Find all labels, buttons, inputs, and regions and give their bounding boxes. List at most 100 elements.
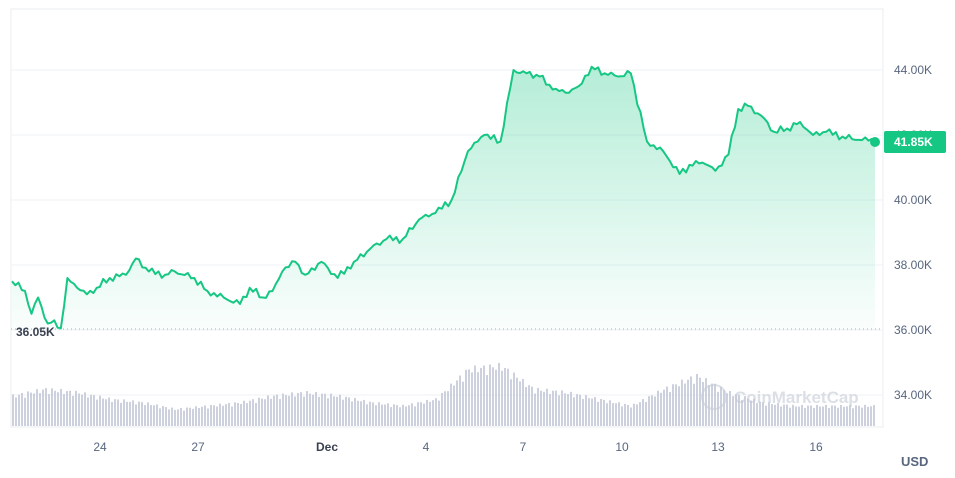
volume-bar (408, 405, 410, 426)
volume-bar (225, 404, 227, 426)
volume-bar (15, 397, 17, 426)
volume-bar (378, 402, 380, 426)
volume-bar (846, 406, 848, 426)
volume-bar (99, 395, 101, 426)
volume-bar (582, 398, 584, 426)
volume-bar (144, 405, 146, 426)
volume-bar (210, 404, 212, 426)
x-tick-label: Dec (316, 440, 338, 454)
volume-bar (429, 401, 431, 426)
volume-bar (282, 393, 284, 426)
y-tick-label: 44.00K (894, 63, 932, 77)
volume-bar (489, 364, 491, 426)
volume-bar (702, 381, 704, 426)
volume-bar (321, 393, 323, 426)
volume-bar (564, 393, 566, 426)
volume-bar (576, 394, 578, 426)
volume-bar (459, 375, 461, 426)
volume-bar (69, 390, 71, 426)
volume-bar (444, 391, 446, 426)
volume-bar (42, 389, 44, 426)
volume-bar (573, 397, 575, 426)
volume-bar (171, 407, 173, 426)
volume-bar (873, 405, 875, 426)
volume-bar (600, 398, 602, 426)
volume-bar (129, 401, 131, 426)
volume-bar (312, 394, 314, 426)
volume-bar (249, 400, 251, 426)
volume-bar (678, 386, 680, 426)
volume-bar (636, 404, 638, 426)
volume-bar (768, 402, 770, 426)
volume-bar (81, 394, 83, 426)
price-line-path (11, 65, 876, 330)
volume-bar (165, 407, 167, 426)
volume-bar (711, 383, 713, 426)
volume-bar (93, 395, 95, 426)
x-axis: 24 27 Dec 4 7 10 13 16 (93, 440, 823, 454)
volume-bar (804, 407, 806, 426)
volume-bar (30, 392, 32, 426)
volume-bar (345, 396, 347, 426)
volume-bar (114, 399, 116, 426)
watermark-text: CoinMarketCap (734, 388, 859, 407)
volume-bar (375, 405, 377, 426)
volume-bar (861, 407, 863, 426)
volume-bar (729, 390, 731, 426)
volume-bar (822, 406, 824, 426)
volume-bar (732, 396, 734, 426)
volume-bar (105, 399, 107, 426)
volume-bar (273, 395, 275, 426)
volume-bar (201, 406, 203, 426)
volume-bar (90, 394, 92, 426)
volume-bar (417, 402, 419, 426)
volume-bar (279, 399, 281, 426)
volume-bar (195, 406, 197, 426)
volume-bar (537, 387, 539, 426)
volume-bar (621, 406, 623, 426)
volume-bar (72, 395, 74, 426)
volume-bar (471, 372, 473, 426)
volume-bar (693, 383, 695, 426)
volume-bar (153, 405, 155, 426)
volume-bar (426, 399, 428, 426)
volume-bar (504, 368, 506, 426)
volume-bar (330, 393, 332, 426)
volume-bar (462, 381, 464, 426)
volume-bar (561, 390, 563, 426)
volume-bar (507, 368, 509, 426)
volume-bar (45, 388, 47, 426)
volume-bar (684, 383, 686, 426)
volume-bar (288, 395, 290, 426)
current-price-badge-bg (884, 131, 946, 153)
volume-bar (327, 398, 329, 426)
volume-bar (528, 385, 530, 426)
volume-bar (48, 394, 50, 426)
volume-bar (51, 388, 53, 426)
volume-bar (21, 392, 23, 426)
volume-bar (213, 405, 215, 426)
volume-bar (723, 390, 725, 426)
volume-bar (780, 406, 782, 426)
volume-bar (399, 407, 401, 426)
volume-bar (156, 404, 158, 426)
volume-bar (387, 403, 389, 426)
volume-bar (531, 386, 533, 426)
volume-bar (270, 398, 272, 426)
volume-bar (726, 393, 728, 426)
y-tick-label: 36.00K (894, 323, 932, 337)
volume-bar (393, 404, 395, 426)
volume-bar (813, 407, 815, 426)
volume-bar (285, 395, 287, 426)
volume-bar (57, 392, 59, 426)
volume-bar (672, 384, 674, 426)
volume-bar (465, 369, 467, 426)
volume-bar (219, 403, 221, 426)
volume-bar (339, 394, 341, 426)
volume-bar (774, 404, 776, 426)
volume-bar (525, 387, 527, 426)
volume-bar (162, 406, 164, 426)
volume-bar (501, 370, 503, 426)
volume-bar (474, 365, 476, 426)
